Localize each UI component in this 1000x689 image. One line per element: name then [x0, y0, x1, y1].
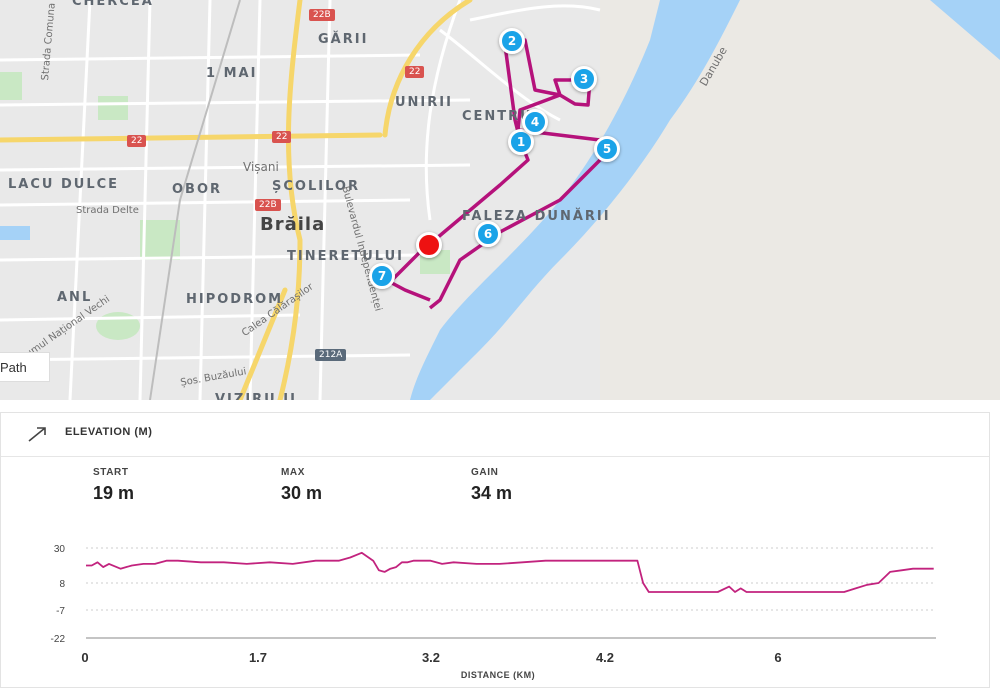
x-axis-title: DISTANCE (KM) [461, 670, 535, 680]
district-label: FALEZA DUNĂRII [462, 209, 611, 224]
district-label: CENTRU [462, 109, 533, 124]
district-label: LACU DULCE [8, 177, 120, 192]
elevation-header: ELEVATION (M) [1, 413, 989, 457]
y-tick-label: -7 [56, 606, 65, 617]
stat-max: MAX 30 m [281, 467, 322, 504]
waypoint-marker-4[interactable]: 4 [522, 109, 548, 135]
x-tick-label: 1.7 [249, 650, 267, 665]
stat-gain: GAIN 34 m [471, 467, 512, 504]
current-position-marker[interactable] [416, 232, 442, 258]
road-shield: 22 [127, 135, 147, 147]
trend-arrow-icon [28, 427, 46, 442]
stat-label: START [93, 467, 129, 478]
stat-label: MAX [281, 467, 306, 478]
stat-start: START 19 m [93, 467, 134, 504]
district-label: VIZIRU II [215, 392, 297, 400]
district-label: OBOR [172, 182, 223, 197]
road-shield: 22B [309, 9, 335, 21]
district-label: HIPODROM [186, 292, 284, 307]
waypoint-marker-3[interactable]: 3 [571, 66, 597, 92]
stat-label: GAIN [471, 467, 499, 478]
road-shield: 22B [255, 199, 281, 211]
stat-value: 34 m [471, 483, 513, 503]
y-tick-label: -22 [51, 634, 66, 645]
district-label: CHERCEA [72, 0, 154, 9]
waypoint-marker-6[interactable]: 6 [475, 221, 501, 247]
waypoint-marker-2[interactable]: 2 [499, 28, 525, 54]
elevation-panel: ELEVATION (M) START 19 m MAX 30 m GAIN 3… [0, 412, 990, 688]
district-label: TINERETULUI [287, 249, 404, 264]
road-shield: 212A [315, 349, 347, 361]
x-tick-label: 0 [81, 650, 88, 665]
y-tick-label: 30 [54, 544, 66, 555]
place-label: Vișani [243, 160, 279, 174]
route-map[interactable]: CHERCEA GĂRII 1 MAI UNIRII CENTRU LACU D… [0, 0, 1000, 400]
city-label: Brăila [260, 214, 326, 235]
elevation-title: ELEVATION (M) [65, 426, 153, 438]
district-label: 1 MAI [206, 66, 258, 81]
stat-value: 19 m [93, 483, 135, 503]
elevation-chart[interactable]: 30 8 -7 -22 0 1.7 3.2 4.2 6 DISTANCE (KM) [1, 533, 989, 689]
stat-value: 30 m [281, 483, 323, 503]
x-tick-label: 3.2 [422, 650, 440, 665]
street-label: Strada Delte [76, 205, 139, 216]
x-tick-label: 4.2 [596, 650, 614, 665]
x-tick-label: 6 [774, 650, 781, 665]
waypoint-marker-5[interactable]: 5 [594, 136, 620, 162]
elevation-series-line [86, 551, 934, 593]
waypoint-marker-7[interactable]: 7 [369, 263, 395, 289]
district-label: ȘCOLILOR [272, 179, 360, 194]
road-shield: 22 [272, 131, 292, 143]
y-tick-label: 8 [59, 579, 65, 590]
district-label: GĂRII [318, 32, 369, 47]
road-shield: 22 [405, 66, 425, 78]
district-label: UNIRII [395, 95, 453, 110]
map-canvas [0, 0, 1000, 400]
path-toggle-button[interactable]: Path [0, 352, 50, 382]
district-label: ANL [57, 290, 93, 305]
